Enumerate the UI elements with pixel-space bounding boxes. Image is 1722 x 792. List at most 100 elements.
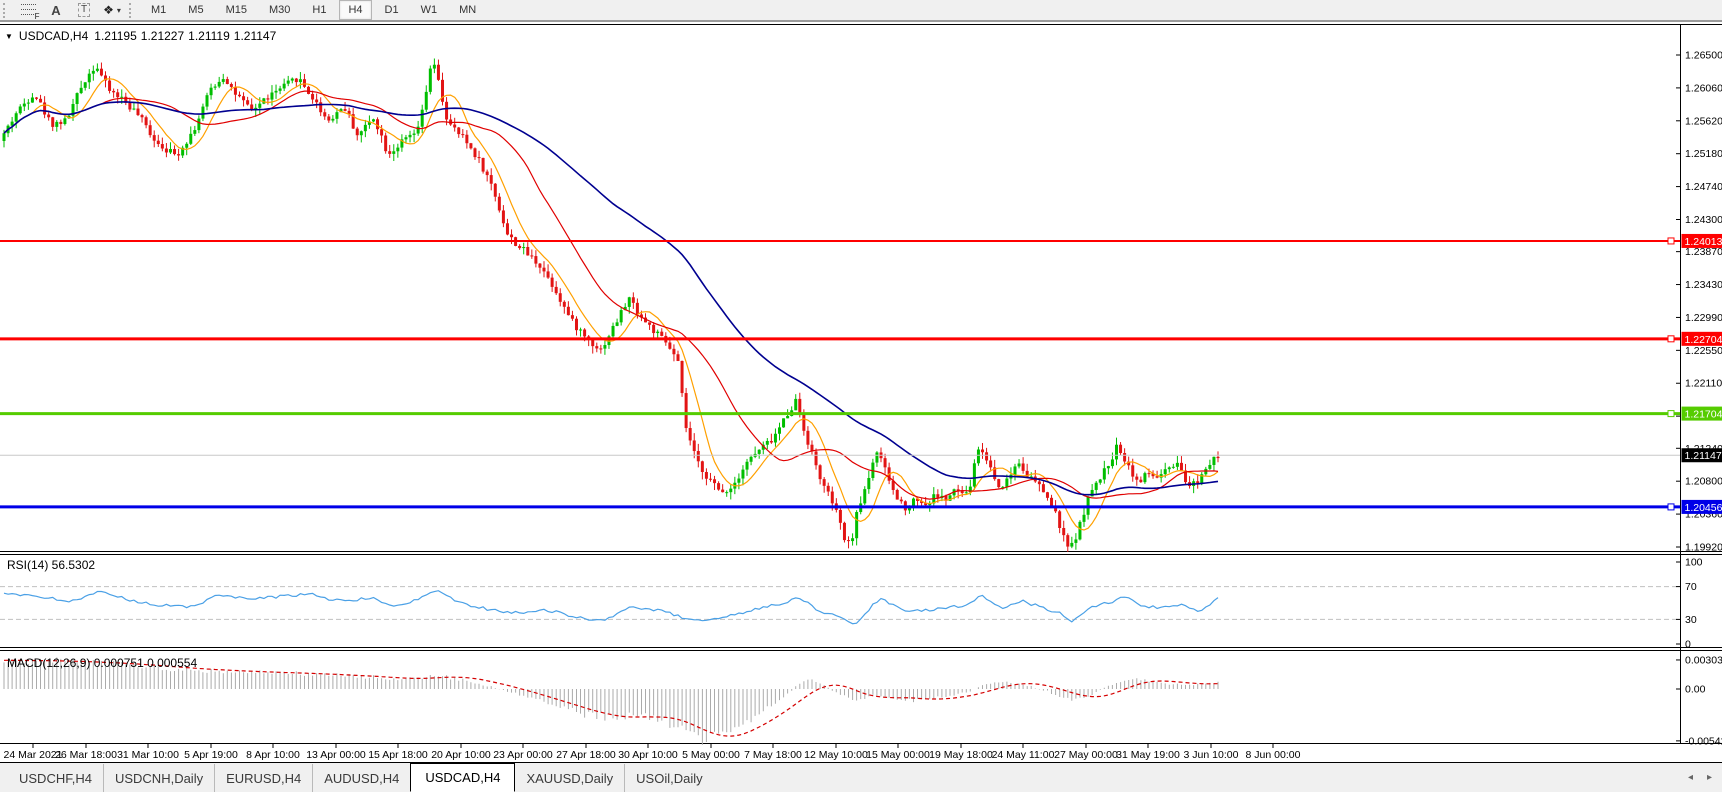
rsi-line <box>3 590 1219 625</box>
tab-eurusd-h4[interactable]: EURUSD,H4 <box>214 764 312 792</box>
date-tick-label: 26 Mar 18:00 <box>55 749 117 761</box>
date-tick-label: 5 May 00:00 <box>682 749 740 761</box>
price-tag <box>1681 499 1722 514</box>
rsi-tick-label: 100 <box>1685 557 1703 569</box>
ma-slow-line <box>3 101 1219 496</box>
date-tick-label: 15 May 00:00 <box>866 749 930 761</box>
quote-low: 1.21119 <box>188 29 230 43</box>
macd-signal-line <box>4 659 1218 737</box>
arrows-tool-icon[interactable]: ❖ ▾ <box>103 3 121 17</box>
price-tick-label: 1.23430 <box>1685 279 1722 291</box>
timeframe-h1-button[interactable]: H1 <box>312 4 327 16</box>
macd-tick-label: 0.00 <box>1685 684 1706 696</box>
tab-xauusd-daily[interactable]: XAUUSD,Daily <box>526 770 614 786</box>
macd-pane: 0.003035 0.00 -0.00542 <box>1676 654 1722 747</box>
macd-label: MACD(12,26,9) 0.000751 0.000554 <box>7 656 198 670</box>
timeframe-h4-button[interactable]: H4 <box>339 0 372 20</box>
price-tick-label: 1.22110 <box>1685 378 1722 390</box>
timeframe-m5-button[interactable]: M5 <box>188 4 204 16</box>
chart-title: ▼ USDCAD,H4 1.21195 1.21227 1.21119 1.21… <box>5 29 276 43</box>
price-tick-label: 1.20800 <box>1685 476 1722 488</box>
price-tag <box>1681 406 1722 421</box>
price-tag-label: 1.21704 <box>1685 409 1722 421</box>
price-tick-label: 1.20360 <box>1685 509 1722 521</box>
chart-symbol: USDCAD,H4 <box>18 29 89 43</box>
date-tick-label: 8 Jun 00:00 <box>1246 749 1301 761</box>
macd-histogram <box>3 657 1219 745</box>
fibonacci-retracement-tool-icon[interactable]: F <box>16 1 40 21</box>
date-tick-label: 5 Apr 19:00 <box>184 749 238 761</box>
date-tick-label: 3 Jun 10:00 <box>1184 749 1239 761</box>
symbol-tabs: USDCHF,H4 USDCNH,Daily EURUSD,H4 AUDUSD,H4 U… <box>0 763 714 792</box>
ma-fast-line <box>3 78 1219 531</box>
tab-usdcad-h4[interactable]: USDCAD,H4 <box>410 763 516 792</box>
line-handle[interactable] <box>1667 410 1675 418</box>
quote-close: 1.21147 <box>233 29 277 43</box>
price-tag-label: 1.24013 <box>1685 236 1722 248</box>
current-price-tag <box>1681 448 1722 463</box>
rsi-tick-label: 30 <box>1685 614 1697 626</box>
chart-canvas[interactable]: 1.26500 1.26060 1.25620 1.25180 1.24740 1.243… <box>0 25 1722 764</box>
candles <box>2 58 1220 552</box>
timeframe-m30-button[interactable]: M30 <box>268 4 291 16</box>
date-tick-label: 20 Apr 10:00 <box>431 749 491 761</box>
price-tick-label: 1.26060 <box>1685 82 1722 94</box>
top-toolbar: F A T ❖ ▾ M1 M5 M15 M30 H1 H4 D1 W1 MN <box>0 0 1722 22</box>
price-tag <box>1681 331 1722 346</box>
price-tick-label: 1.19920 <box>1685 541 1722 553</box>
line-tools-group: F A T ❖ ▾ <box>14 1 126 21</box>
ma-medium-line <box>3 90 1219 500</box>
timeframes-group: M1 M5 M15 M30 H1 H4 D1 W1 MN <box>140 0 487 20</box>
tab-audusd-h4[interactable]: AUDUSD,H4 <box>312 764 410 792</box>
rsi-tick-label: 0 <box>1685 639 1691 651</box>
timeframe-d1-button[interactable]: D1 <box>384 4 399 16</box>
date-tick-label: 15 Apr 18:00 <box>368 749 428 761</box>
date-tick-label: 31 Mar 10:00 <box>117 749 179 761</box>
tab-scroll-right-icon[interactable]: ▸ <box>1706 772 1712 783</box>
arrows-tool-caret-icon[interactable]: ▾ <box>116 5 121 15</box>
line-handle[interactable] <box>1667 335 1675 343</box>
price-scale[interactable]: 1.26500 1.26060 1.25620 1.25180 1.24740 1.243… <box>1676 50 1722 554</box>
timeframe-m1-button[interactable]: M1 <box>151 4 167 16</box>
date-tick-label: 27 Apr 18:00 <box>556 749 616 761</box>
tab-usdchf-h4[interactable]: USDCHF,H4 <box>19 770 92 786</box>
tab-scroll-left-icon[interactable]: ◂ <box>1687 772 1693 783</box>
date-tick-label: 30 Apr 10:00 <box>618 749 678 761</box>
timeframe-m15-button[interactable]: M15 <box>225 4 247 16</box>
date-tick-label: 31 May 19:00 <box>1116 749 1180 761</box>
tab-usdcnh-daily[interactable]: USDCNH,Daily <box>102 764 214 792</box>
price-tick-label: 1.24300 <box>1685 214 1722 226</box>
price-tick-label: 1.24740 <box>1685 181 1722 193</box>
symbol-tab-bar: USDCHF,H4 USDCNH,Daily EURUSD,H4 AUDUSD,H4 U… <box>0 763 1722 792</box>
date-tick-label: 8 Apr 10:00 <box>246 749 300 761</box>
date-tick-label: 7 May 18:00 <box>744 749 802 761</box>
tab-scroll-arrows: ◂ ▸ <box>1688 763 1722 792</box>
tab-usoil-daily[interactable]: USOil,Daily <box>624 764 713 792</box>
pane-borders <box>0 25 1722 744</box>
timeframe-w1-button[interactable]: W1 <box>420 4 438 16</box>
price-tag-label: 1.22704 <box>1685 334 1722 346</box>
rsi-label: RSI(14) 56.5302 <box>7 558 96 572</box>
price-tick-label: 1.25620 <box>1685 115 1722 127</box>
date-tick-label: 19 May 18:00 <box>929 749 993 761</box>
toolbar-grip[interactable] <box>129 2 134 18</box>
chart-window: 1.26500 1.26060 1.25620 1.25180 1.24740 1.243… <box>0 24 1722 763</box>
price-tick-label: 1.22550 <box>1685 345 1722 357</box>
quote-high: 1.21227 <box>140 29 185 43</box>
price-tag <box>1681 233 1722 248</box>
date-tick-label: 27 May 00:00 <box>1054 749 1118 761</box>
line-handle[interactable] <box>1667 503 1675 511</box>
date-tick-label: 24 Mar 2021 <box>4 749 63 761</box>
price-tag-label: 1.20456 <box>1685 502 1722 514</box>
rsi-pane: 100 70 30 0 <box>0 557 1703 651</box>
line-handle[interactable] <box>1667 237 1675 245</box>
price-tick-label: 1.26500 <box>1685 50 1722 62</box>
quote-open: 1.21195 <box>94 29 137 43</box>
text-tool-icon[interactable]: T <box>72 1 96 20</box>
symbol-dropdown-icon[interactable]: ▼ <box>5 31 13 41</box>
timeframe-mn-button[interactable]: MN <box>459 4 477 16</box>
date-tick-label: 23 Apr 00:00 <box>493 749 553 761</box>
toolbar-grip[interactable] <box>3 2 8 18</box>
text-label-tool-icon[interactable]: A <box>51 2 61 18</box>
